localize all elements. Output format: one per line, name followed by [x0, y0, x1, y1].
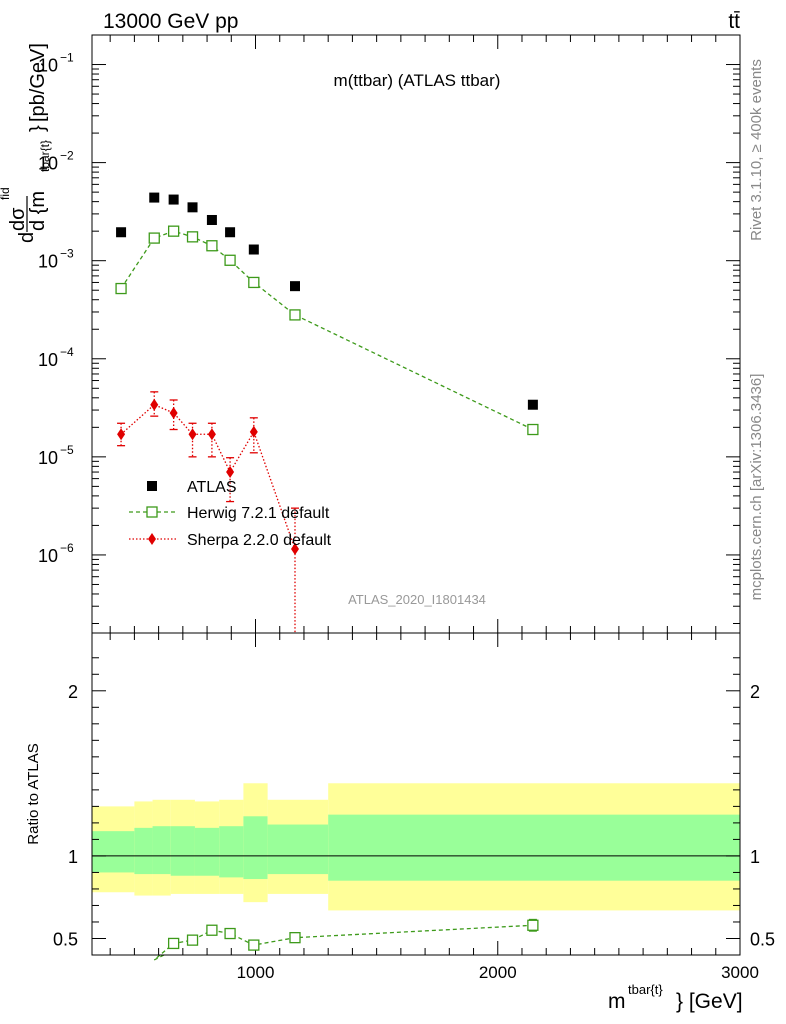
y-tick-label-ratio-right: 2 [750, 682, 760, 702]
x-tick-label: 1000 [237, 963, 275, 982]
y-tick-label-exp: −6 [60, 541, 74, 555]
rivet-label: Rivet 3.1.10, ≥ 400k events [748, 59, 765, 241]
main-y-axis-label: d dσ fid d {m tbar{t} } [pb/GeV] [0, 43, 52, 243]
y-tick-label-main: 10 [38, 350, 58, 370]
atlas-point [168, 194, 179, 205]
y-tick-label-ratio: 1 [68, 847, 78, 867]
y-tick-label-main: 10 [38, 252, 58, 272]
herwig-point [289, 309, 301, 321]
herwig-ratio-point [248, 939, 260, 951]
band-inner [134, 827, 153, 875]
y-tick-label-exp: −1 [60, 51, 74, 65]
y-tick-label-exp: −2 [60, 149, 74, 163]
herwig-point [206, 240, 218, 252]
herwig-point [148, 232, 160, 244]
legend-marker-sherpa [148, 533, 156, 545]
herwig-ratio-point [206, 924, 218, 936]
y-tick-label-main: 10 [38, 56, 58, 76]
herwig-point [527, 423, 539, 436]
legend-marker-atlas [147, 481, 157, 491]
sherpa-point [117, 428, 126, 441]
ylabel-numerator-sup: fid [0, 187, 12, 200]
atlas-point [149, 192, 160, 203]
legend-marker-herwig [146, 506, 158, 518]
x-axis-label: m tbar{t} } [GeV] [608, 982, 743, 1013]
y-tick-label-exp: −5 [60, 443, 74, 457]
herwig-point [248, 276, 260, 289]
y-tick-label-exp: −3 [60, 247, 74, 261]
legend-label-sherpa: Sherpa 2.2.0 default [187, 532, 332, 549]
y-tick-label-ratio-right: 1 [750, 847, 760, 867]
herwig-point [186, 231, 199, 243]
herwig-ratio-point [527, 919, 539, 931]
herwig-point [167, 225, 180, 237]
plot-title: m(ttbar) (ATLAS ttbar) [334, 71, 501, 90]
legend-label-atlas: ATLAS [187, 479, 237, 496]
legend-label-herwig: Herwig 7.2.1 default [187, 505, 330, 522]
y-tick-label-ratio: 2 [68, 682, 78, 702]
ratio-y-axis-label: Ratio to ATLAS [25, 743, 42, 844]
ratio-panel-frame [91, 632, 741, 956]
sherpa-point [169, 406, 178, 419]
sherpa-point [290, 542, 299, 555]
atlas-point [116, 227, 127, 238]
band-inner [219, 826, 244, 878]
ylabel-unit: [pb/GeV] [27, 43, 49, 122]
y-tick-label-main: 10 [38, 448, 58, 468]
ylabel-denominator: d {m [27, 191, 49, 231]
band-inner [152, 826, 171, 875]
atlas-point [527, 399, 538, 410]
atlas-point [248, 244, 259, 255]
xlabel-base: m [608, 990, 626, 1013]
sherpa-point [150, 398, 159, 411]
band-inner [92, 831, 135, 873]
band-inner [243, 816, 268, 880]
ylabel-denominator-end: } [27, 125, 49, 132]
y-tick-label-ratio-right: 0.5 [750, 929, 775, 949]
y-tick-label-main: 10 [38, 546, 58, 566]
legend: ATLAS Herwig 7.2.1 default Sherpa 2.2.0 … [129, 479, 332, 549]
atlas-point [289, 281, 300, 292]
herwig-line [120, 230, 534, 431]
sherpa-point [249, 425, 258, 438]
y-tick-label-exp: −4 [60, 345, 74, 359]
band-inner [170, 826, 195, 876]
atlas-point [225, 227, 236, 238]
ylabel-numerator: dσ [7, 207, 29, 231]
band-inner [328, 814, 740, 881]
sherpa-line [120, 403, 296, 550]
y-tick-label-ratio: 0.5 [53, 929, 78, 949]
mcplots-label: mcplots.cern.ch [arXiv:1306.3436] [748, 374, 765, 601]
analysis-tag: ATLAS_2020_I1801434 [348, 592, 486, 607]
herwig-ratio-point [289, 932, 301, 944]
legend-item-atlas: ATLAS [147, 479, 237, 496]
x-tick-label: 3000 [721, 963, 759, 982]
ylabel-prefix: d [16, 232, 38, 243]
herwig-point [224, 254, 236, 266]
band-inner [194, 827, 220, 876]
y-tick-label-main: 10 [38, 154, 58, 174]
sherpa-point [226, 466, 235, 479]
ylabel-denominator-sub: tbar{t} [38, 140, 52, 172]
x-tick-label: 2000 [479, 963, 517, 982]
sherpa-point [188, 428, 197, 441]
process-label: tt̄ [728, 10, 740, 33]
herwig-ratio-point [224, 927, 236, 940]
atlas-point [187, 202, 198, 213]
ratio-bands [92, 783, 740, 911]
data-series [115, 192, 539, 961]
legend-item-sherpa: Sherpa 2.2.0 default [129, 532, 332, 549]
herwig-point [115, 282, 127, 295]
xlabel-sup: tbar{t} [628, 982, 663, 997]
legend-item-herwig: Herwig 7.2.1 default [129, 505, 330, 522]
energy-label: 13000 GeV pp [103, 10, 238, 33]
sherpa-point [207, 428, 216, 441]
atlas-point [206, 214, 217, 225]
herwig-ratio-point [186, 934, 199, 946]
herwig-ratio-point [167, 937, 180, 950]
band-inner [267, 824, 329, 875]
xlabel-unit: } [GeV] [676, 990, 743, 1013]
